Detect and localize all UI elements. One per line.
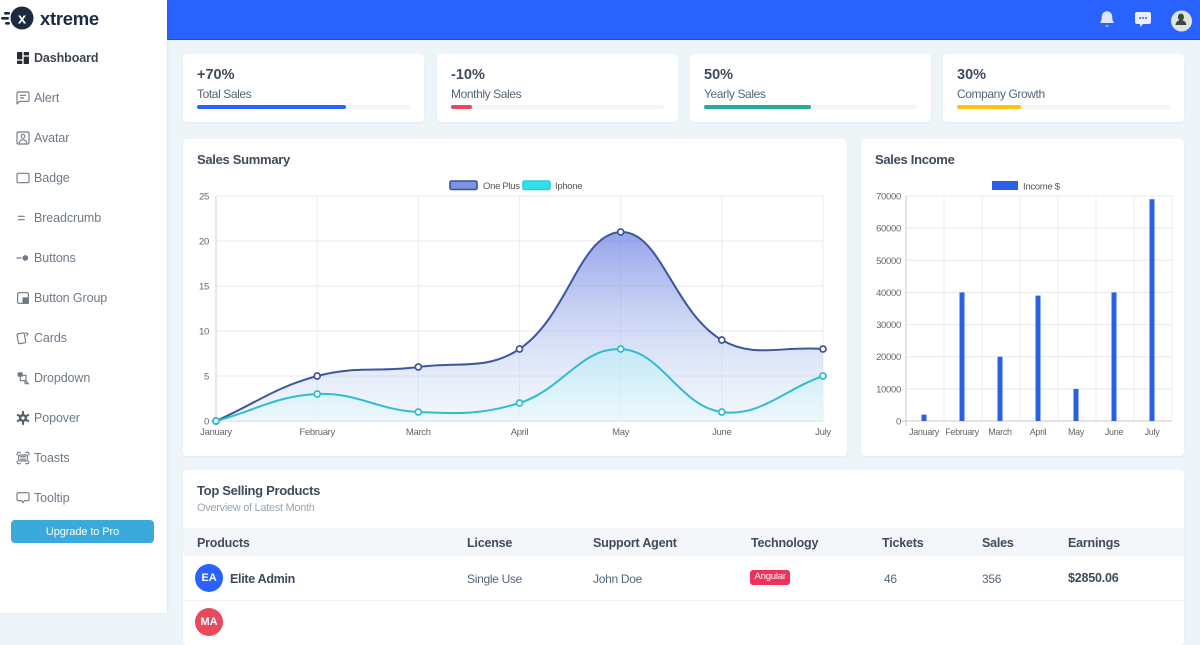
svg-text:January: January bbox=[909, 427, 940, 437]
svg-text:30000: 30000 bbox=[876, 320, 901, 331]
svg-text:April: April bbox=[511, 427, 529, 438]
svg-text:15: 15 bbox=[199, 282, 209, 293]
svg-text:10000: 10000 bbox=[876, 384, 901, 395]
svg-text:40000: 40000 bbox=[876, 288, 901, 299]
svg-text:March: March bbox=[406, 427, 431, 438]
svg-text:June: June bbox=[1105, 427, 1124, 437]
svg-text:70000: 70000 bbox=[876, 192, 901, 203]
svg-text:February: February bbox=[299, 427, 335, 438]
svg-text:July: July bbox=[1145, 427, 1161, 437]
svg-text:One Plus: One Plus bbox=[483, 181, 520, 192]
svg-text:June: June bbox=[712, 427, 731, 438]
svg-text:July: July bbox=[815, 427, 831, 438]
svg-text:February: February bbox=[945, 427, 979, 437]
svg-text:April: April bbox=[1030, 427, 1047, 437]
svg-text:Iphone: Iphone bbox=[555, 181, 582, 192]
svg-text:20000: 20000 bbox=[876, 352, 901, 363]
svg-text:May: May bbox=[612, 427, 630, 438]
svg-text:Income $: Income $ bbox=[1023, 182, 1061, 193]
svg-text:0: 0 bbox=[204, 417, 209, 428]
svg-text:60000: 60000 bbox=[876, 224, 901, 235]
svg-text:January: January bbox=[200, 427, 232, 438]
svg-text:25: 25 bbox=[199, 192, 209, 203]
svg-text:0: 0 bbox=[896, 417, 901, 428]
svg-text:5: 5 bbox=[204, 372, 209, 383]
svg-text:20: 20 bbox=[199, 237, 209, 248]
svg-text:March: March bbox=[988, 427, 1012, 437]
svg-text:10: 10 bbox=[199, 327, 209, 338]
svg-text:x: x bbox=[18, 11, 27, 28]
svg-text:May: May bbox=[1068, 427, 1085, 437]
svg-text:50000: 50000 bbox=[876, 256, 901, 267]
